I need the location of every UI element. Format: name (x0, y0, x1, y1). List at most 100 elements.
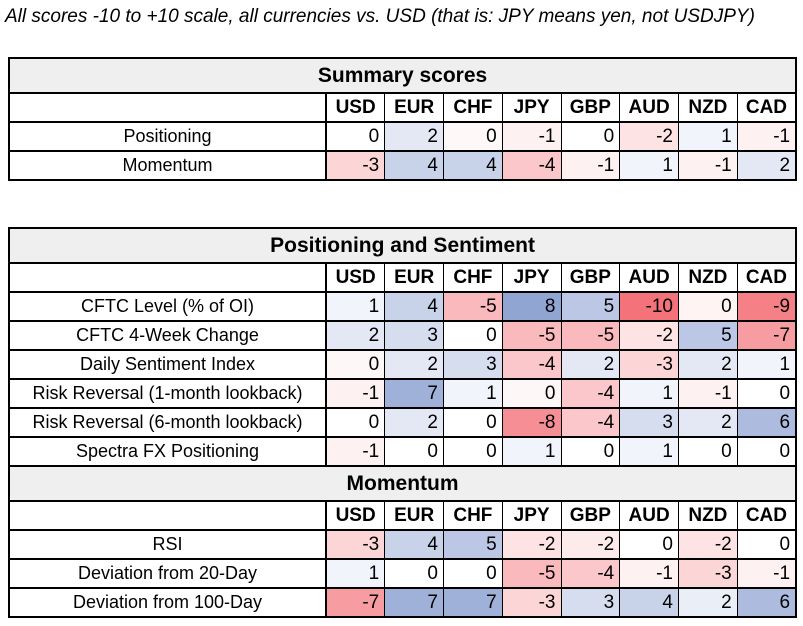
score-cell-daily-sentiment-index-chf: 3 (443, 349, 503, 380)
column-header-cad: CAD (736, 92, 797, 123)
score-cell-cftc-4-week-change-jpy: -5 (501, 320, 562, 351)
column-header-aud: AUD (619, 500, 679, 531)
score-cell-deviation-from-20-day-usd: 1 (325, 558, 386, 589)
row-label-deviation-from-20-day: Deviation from 20-Day (8, 558, 327, 589)
table-row-rsi: RSI -3 4 5 -2 -2 0 -2 0 (8, 529, 797, 560)
column-header-eur: EUR (384, 262, 444, 293)
row-label-cftc-level-of-oi: CFTC Level (% of OI) (8, 291, 327, 322)
score-cell-risk-reversal-6-month-lookback-aud: 3 (619, 407, 679, 438)
score-cell-spectra-fx-positioning-chf: 0 (443, 436, 503, 467)
score-cell-cftc-4-week-change-cad: -7 (736, 320, 797, 351)
table-row-spectra-fx-positioning: Spectra FX Positioning -1 0 0 1 0 1 0 0 (8, 436, 797, 467)
column-header-usd: USD (325, 92, 386, 123)
blank-header-cell (8, 500, 327, 531)
score-cell-rsi-nzd: -2 (678, 529, 738, 560)
score-cell-spectra-fx-positioning-cad: 0 (736, 436, 797, 467)
score-cell-risk-reversal-1-month-lookback-aud: 1 (619, 378, 679, 409)
score-cell-daily-sentiment-index-nzd: 2 (678, 349, 738, 380)
column-header-cad: CAD (736, 262, 797, 293)
score-cell-cftc-level-of-oi-chf: -5 (443, 291, 503, 322)
score-cell-deviation-from-100-day-jpy: -3 (501, 587, 562, 618)
row-label-risk-reversal-1-month-lookback: Risk Reversal (1-month lookback) (8, 378, 327, 409)
column-header-chf: CHF (443, 262, 503, 293)
score-cell-momentum-aud: 1 (619, 150, 679, 181)
table-row-deviation-from-20-day: Deviation from 20-Day 1 0 0 -5 -4 -1 -3 -1 (8, 558, 797, 589)
section-title-summary-scores: Summary scores (8, 57, 797, 94)
score-cell-deviation-from-100-day-eur: 7 (384, 587, 444, 618)
column-header-usd: USD (325, 262, 386, 293)
section-title-positioning-and-sentiment: Positioning and Sentiment (8, 227, 797, 264)
column-header-row-summary-scores: USD EUR CHF JPY GBP AUD NZD CAD (8, 92, 797, 123)
score-cell-risk-reversal-6-month-lookback-nzd: 2 (678, 407, 738, 438)
score-cell-risk-reversal-6-month-lookback-jpy: -8 (501, 407, 562, 438)
score-cell-daily-sentiment-index-cad: 1 (736, 349, 797, 380)
score-cell-momentum-chf: 4 (443, 150, 503, 181)
score-cell-deviation-from-100-day-usd: -7 (325, 587, 386, 618)
score-cell-deviation-from-100-day-gbp: 3 (560, 587, 621, 618)
table-row-cftc-level-of-oi: CFTC Level (% of OI) 1 4 -5 8 5 -10 0 -9 (8, 291, 797, 322)
table-row-positioning: Positioning 0 2 0 -1 0 -2 1 -1 (8, 121, 797, 152)
score-cell-positioning-gbp: 0 (560, 121, 621, 152)
score-cell-risk-reversal-6-month-lookback-chf: 0 (443, 407, 503, 438)
column-header-nzd: NZD (678, 92, 738, 123)
score-cell-deviation-from-20-day-cad: -1 (736, 558, 797, 589)
table-row-risk-reversal-6-month-lookback: Risk Reversal (6-month lookback) 0 2 0 -8 -4 3… (8, 407, 797, 438)
scale-note-caption: All scores -10 to +10 scale, all currenc… (5, 6, 755, 27)
score-cell-positioning-jpy: -1 (501, 121, 562, 152)
column-header-aud: AUD (619, 262, 679, 293)
column-header-jpy: JPY (501, 92, 562, 123)
score-cell-spectra-fx-positioning-nzd: 0 (678, 436, 738, 467)
score-cell-rsi-chf: 5 (443, 529, 503, 560)
column-header-aud: AUD (619, 92, 679, 123)
score-cell-spectra-fx-positioning-usd: -1 (325, 436, 386, 467)
score-cell-cftc-4-week-change-aud: -2 (619, 320, 679, 351)
row-label-cftc-4-week-change: CFTC 4-Week Change (8, 320, 327, 351)
section-title-momentum: Momentum (8, 465, 797, 502)
score-cell-rsi-eur: 4 (384, 529, 444, 560)
positioning-sentiment-momentum-body: Positioning and Sentiment USD EUR CHF JPY GBP… (8, 227, 797, 618)
section-title-row-positioning-and-sentiment: Positioning and Sentiment (8, 227, 797, 264)
score-cell-risk-reversal-1-month-lookback-gbp: -4 (560, 378, 621, 409)
score-cell-positioning-nzd: 1 (678, 121, 738, 152)
table-row-cftc-4-week-change: CFTC 4-Week Change 2 3 0 -5 -5 -2 5 -7 (8, 320, 797, 351)
column-header-nzd: NZD (678, 500, 738, 531)
section-title-row-momentum: Momentum (8, 465, 797, 502)
score-cell-cftc-level-of-oi-cad: -9 (736, 291, 797, 322)
score-cell-momentum-jpy: -4 (501, 150, 562, 181)
score-cell-risk-reversal-1-month-lookback-usd: -1 (325, 378, 386, 409)
column-header-gbp: GBP (560, 500, 621, 531)
score-cell-deviation-from-20-day-eur: 0 (384, 558, 444, 589)
score-cell-daily-sentiment-index-gbp: 2 (560, 349, 621, 380)
row-label-deviation-from-100-day: Deviation from 100-Day (8, 587, 327, 618)
score-cell-positioning-aud: -2 (619, 121, 679, 152)
score-cell-positioning-eur: 2 (384, 121, 444, 152)
table-row-risk-reversal-1-month-lookback: Risk Reversal (1-month lookback) -1 7 1 0 -4 1… (8, 378, 797, 409)
score-cell-cftc-level-of-oi-aud: -10 (619, 291, 679, 322)
score-cell-risk-reversal-6-month-lookback-usd: 0 (325, 407, 386, 438)
blank-header-cell (8, 262, 327, 293)
column-header-usd: USD (325, 500, 386, 531)
score-cell-risk-reversal-1-month-lookback-eur: 7 (384, 378, 444, 409)
column-header-gbp: GBP (560, 262, 621, 293)
column-header-row-momentum: USD EUR CHF JPY GBP AUD NZD CAD (8, 500, 797, 531)
score-cell-rsi-aud: 0 (619, 529, 679, 560)
score-cell-rsi-gbp: -2 (560, 529, 621, 560)
score-cell-cftc-level-of-oi-gbp: 5 (560, 291, 621, 322)
column-header-eur: EUR (384, 500, 444, 531)
score-cell-cftc-4-week-change-usd: 2 (325, 320, 386, 351)
score-cell-momentum-gbp: -1 (560, 150, 621, 181)
score-cell-positioning-chf: 0 (443, 121, 503, 152)
row-label-positioning: Positioning (8, 121, 327, 152)
score-cell-positioning-usd: 0 (325, 121, 386, 152)
row-label-risk-reversal-6-month-lookback: Risk Reversal (6-month lookback) (8, 407, 327, 438)
positioning-sentiment-momentum-table: Positioning and Sentiment USD EUR CHF JPY GBP… (8, 227, 798, 618)
score-cell-daily-sentiment-index-usd: 0 (325, 349, 386, 380)
row-label-spectra-fx-positioning: Spectra FX Positioning (8, 436, 327, 467)
score-cell-cftc-level-of-oi-eur: 4 (384, 291, 444, 322)
score-cell-deviation-from-100-day-chf: 7 (443, 587, 503, 618)
summary-scores-body: Summary scores USD EUR CHF JPY GBP AUD NZD CAD Po… (8, 57, 797, 181)
score-cell-deviation-from-100-day-cad: 6 (736, 587, 797, 618)
score-cell-cftc-4-week-change-nzd: 5 (678, 320, 738, 351)
score-cell-risk-reversal-6-month-lookback-cad: 6 (736, 407, 797, 438)
score-cell-deviation-from-100-day-aud: 4 (619, 587, 679, 618)
